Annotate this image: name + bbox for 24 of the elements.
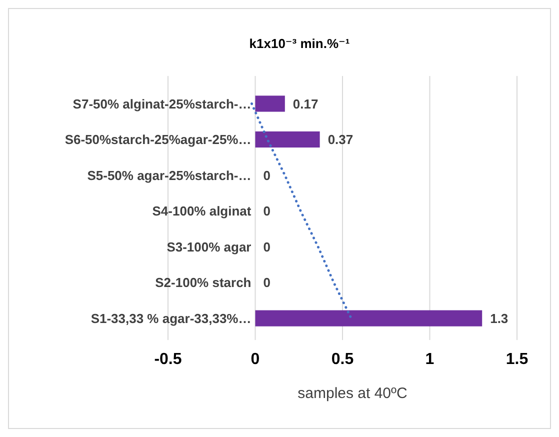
y-tick-label: S5-50% agar-25%starch-… (87, 168, 252, 183)
data-label: 0.17 (292, 96, 318, 112)
data-label: 0.37 (328, 132, 354, 148)
data-label: 0 (263, 204, 270, 219)
y-tick-label: S4-100% alginat (152, 204, 252, 219)
data-label: 1.3 (490, 310, 508, 326)
y-tick-label: S7-50% alginat-25%starch-… (72, 96, 252, 112)
data-label: 0 (263, 168, 270, 183)
chart-title: k1x10⁻³ min.%⁻¹ (249, 36, 350, 51)
x-axis-title: samples at 40ºC (298, 385, 408, 402)
bar (255, 131, 320, 148)
bar (255, 96, 285, 112)
y-tick-label: S6-50%starch-25%agar-25%… (64, 132, 252, 148)
data-label: 0 (263, 275, 270, 290)
y-tick-label: S2-100% starch (155, 275, 252, 290)
x-tick-label: 0.5 (331, 351, 354, 368)
y-tick-label: S3-100% agar (166, 239, 252, 254)
x-tick-label: 1.5 (506, 351, 528, 368)
x-tick-label: -0.5 (154, 351, 182, 368)
x-tick-label: 1 (425, 351, 434, 368)
bar (255, 310, 482, 326)
data-label: 0 (263, 239, 270, 254)
y-tick-label: S1-33,33 % agar-33,33%… (90, 310, 252, 326)
x-tick-label: 0 (250, 351, 260, 368)
